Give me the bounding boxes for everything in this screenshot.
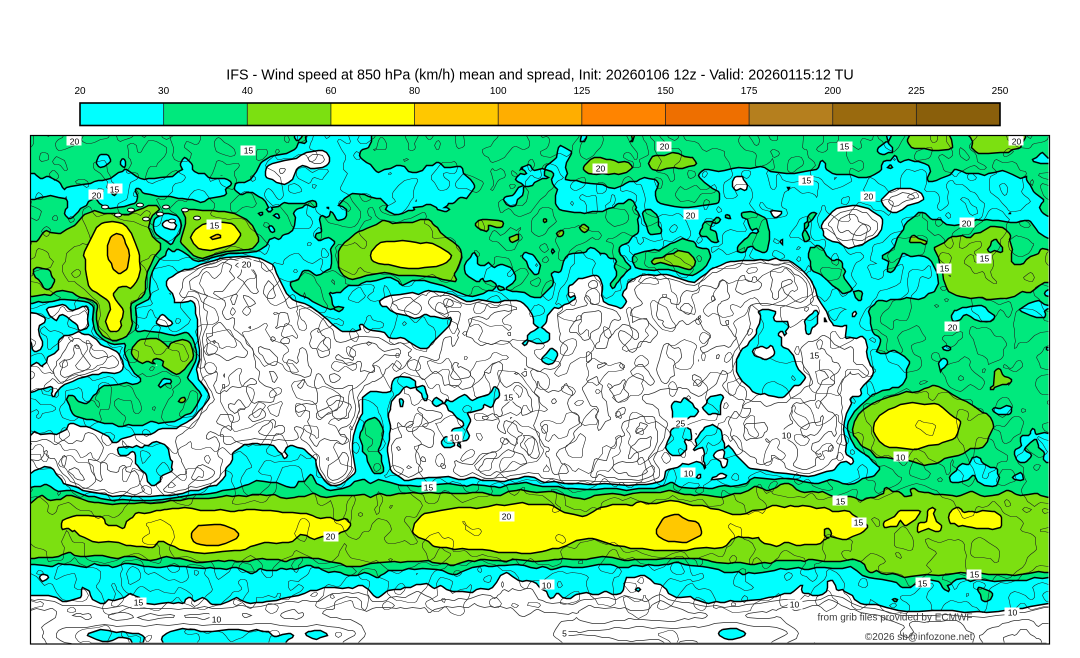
svg-text:10: 10	[782, 431, 792, 441]
svg-text:15: 15	[840, 142, 850, 152]
svg-text:30: 30	[158, 86, 170, 97]
svg-text:20: 20	[70, 137, 80, 147]
svg-text:15: 15	[854, 518, 864, 528]
svg-text:15: 15	[802, 176, 812, 186]
svg-text:20: 20	[326, 532, 336, 542]
svg-text:15: 15	[918, 579, 928, 589]
svg-text:20: 20	[962, 219, 972, 229]
svg-text:20: 20	[1012, 137, 1022, 147]
svg-text:10: 10	[1008, 608, 1018, 618]
svg-text:15: 15	[244, 146, 254, 156]
svg-text:60: 60	[325, 86, 337, 97]
svg-text:15: 15	[940, 264, 950, 274]
svg-text:40: 40	[242, 86, 254, 97]
svg-text:125: 125	[573, 86, 590, 97]
svg-text:20: 20	[660, 142, 670, 152]
svg-text:15: 15	[210, 221, 220, 231]
svg-text:20: 20	[502, 512, 512, 522]
svg-text:250: 250	[992, 86, 1009, 97]
svg-text:20: 20	[948, 323, 958, 333]
svg-text:15: 15	[110, 185, 120, 195]
svg-text:20: 20	[242, 260, 252, 270]
svg-text:10: 10	[450, 433, 460, 443]
svg-text:20: 20	[74, 86, 86, 97]
svg-text:IFS - Wind speed at 850 hPa (k: IFS - Wind speed at 850 hPa (km/h) mean …	[226, 68, 854, 84]
svg-text:225: 225	[908, 86, 925, 97]
svg-text:20: 20	[596, 164, 606, 174]
svg-text:10: 10	[896, 453, 906, 463]
svg-text:10: 10	[790, 600, 800, 610]
svg-text:15: 15	[980, 254, 990, 264]
svg-text:©2026 sb@infozone.net: ©2026 sb@infozone.net	[865, 632, 973, 643]
svg-text:15: 15	[424, 483, 434, 493]
svg-text:from grib files provided by EC: from grib files provided by ECMWF	[817, 613, 972, 624]
svg-text:15: 15	[504, 393, 514, 403]
svg-text:15: 15	[970, 570, 980, 580]
svg-text:175: 175	[741, 86, 758, 97]
svg-text:15: 15	[836, 497, 846, 507]
svg-text:15: 15	[810, 351, 820, 361]
svg-text:200: 200	[824, 86, 841, 97]
svg-text:150: 150	[657, 86, 674, 97]
svg-text:20: 20	[864, 192, 874, 202]
svg-text:10: 10	[212, 615, 222, 625]
svg-text:80: 80	[409, 86, 421, 97]
svg-text:20: 20	[686, 211, 696, 221]
svg-text:10: 10	[684, 469, 694, 479]
svg-text:5: 5	[562, 629, 567, 639]
svg-text:10: 10	[542, 581, 552, 591]
svg-text:20: 20	[92, 191, 102, 201]
svg-text:25: 25	[676, 419, 686, 429]
svg-text:15: 15	[134, 598, 144, 608]
svg-text:100: 100	[490, 86, 507, 97]
